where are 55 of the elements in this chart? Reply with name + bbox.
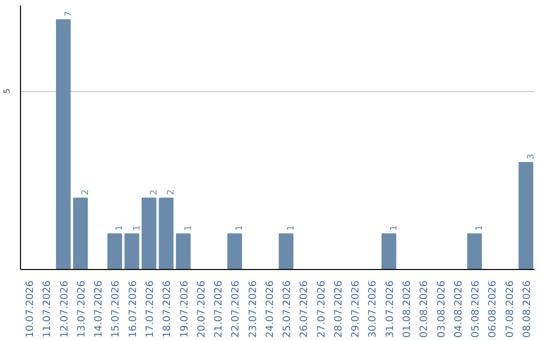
x-tick-label: 21.07.2026 bbox=[214, 280, 225, 338]
x-tick-label: 26.07.2026 bbox=[299, 280, 310, 338]
x-tick-label: 22.07.2026 bbox=[230, 280, 242, 338]
data-label: 1 bbox=[115, 225, 126, 231]
data-label: 1 bbox=[389, 225, 400, 231]
bar bbox=[382, 233, 396, 270]
bar bbox=[158, 198, 174, 270]
x-tick-label: 15.07.2026 bbox=[110, 280, 122, 338]
x-tick-label: 20.07.2026 bbox=[196, 280, 208, 338]
data-label: 1 bbox=[235, 225, 246, 231]
x-tick-label: 13.07.2026 bbox=[76, 280, 88, 338]
y-tick-label: 5 bbox=[2, 88, 12, 94]
x-tick-label: 17.07.2026 bbox=[145, 280, 156, 338]
x-tick-label: 04.08.2026 bbox=[453, 280, 464, 338]
bar bbox=[107, 233, 122, 270]
x-tick-label: 27.07.2026 bbox=[316, 280, 328, 338]
x-tick-label: 23.07.2026 bbox=[248, 280, 259, 338]
x-tick-label: 12.07.2026 bbox=[59, 280, 70, 338]
x-tick-label: 24.07.2026 bbox=[264, 280, 276, 338]
x-tick-label: 02.08.2026 bbox=[419, 280, 430, 338]
bar bbox=[73, 198, 88, 270]
x-tick-label: 19.07.2026 bbox=[179, 280, 190, 338]
x-tick-label: 25.07.2026 bbox=[282, 280, 294, 338]
bar bbox=[467, 233, 482, 270]
data-label: 1 bbox=[286, 225, 297, 231]
data-label: 1 bbox=[475, 225, 486, 231]
x-tick-label: 10.07.2026 bbox=[25, 280, 36, 338]
x-tick-label: 11.07.2026 bbox=[42, 280, 54, 338]
x-tick-label: 06.08.2026 bbox=[488, 280, 499, 338]
bar bbox=[227, 233, 242, 270]
bar bbox=[142, 198, 156, 270]
x-tick-label: 01.08.2026 bbox=[402, 280, 413, 338]
data-label: 3 bbox=[526, 154, 536, 160]
bar bbox=[518, 162, 534, 270]
x-tick-label: 03.08.2026 bbox=[436, 280, 448, 338]
data-label: 7 bbox=[64, 11, 74, 17]
x-tick-label: 28.07.2026 bbox=[333, 280, 344, 338]
data-label: 1 bbox=[184, 225, 194, 231]
bar bbox=[124, 233, 140, 270]
x-tick-label: 31.07.2026 bbox=[384, 280, 396, 338]
x-tick-label: 05.08.2026 bbox=[470, 280, 482, 338]
x-tick-label: 29.07.2026 bbox=[350, 280, 362, 338]
data-label: 1 bbox=[132, 225, 142, 231]
bar bbox=[176, 233, 191, 270]
x-tick-label: 14.07.2026 bbox=[94, 280, 105, 338]
x-tick-label: 30.07.2026 bbox=[368, 280, 379, 338]
x-tick-label: 18.07.2026 bbox=[162, 280, 174, 338]
x-tick-label: 16.07.2026 bbox=[128, 280, 139, 338]
data-label: 2 bbox=[80, 189, 91, 196]
data-label: 2 bbox=[150, 189, 160, 196]
x-tick-label: 08.08.2026 bbox=[522, 280, 533, 338]
bar bbox=[56, 19, 71, 270]
bar bbox=[278, 233, 294, 270]
data-label: 2 bbox=[166, 189, 177, 196]
x-tick-label: 07.08.2026 bbox=[504, 280, 516, 338]
